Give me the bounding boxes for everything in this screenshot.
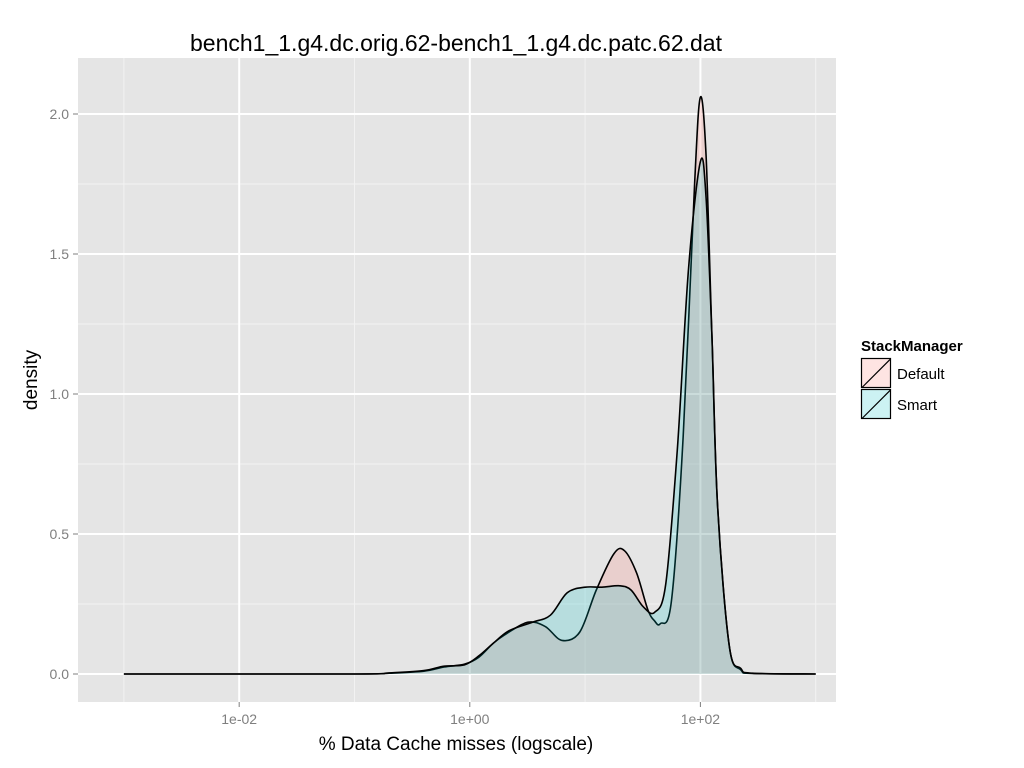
plot-panel — [78, 58, 836, 702]
y-tick-label: 1.5 — [50, 246, 70, 262]
x-tick-label: 1e-02 — [221, 711, 257, 727]
x-axis-title: % Data Cache misses (logscale) — [319, 734, 594, 755]
y-axis-title: density — [21, 349, 42, 410]
y-tick-label: 1.0 — [50, 386, 70, 402]
x-tick-label: 1e+00 — [450, 711, 490, 727]
chart-title: bench1_1.g4.dc.orig.62-bench1_1.g4.dc.pa… — [190, 30, 723, 56]
legend-label-default: Default — [897, 366, 945, 383]
legend-title: StackManager — [861, 338, 963, 355]
x-tick-label: 1e+02 — [681, 711, 721, 727]
x-axis-ticks: 1e-02 1e+00 1e+02 — [221, 702, 720, 727]
legend-key-diagonal — [861, 358, 891, 388]
minor-gridlines — [78, 58, 836, 702]
y-tick-label: 0.5 — [50, 526, 70, 542]
y-tick-label: 0.0 — [50, 666, 70, 682]
legend-key-diagonal — [861, 389, 891, 419]
y-axis-ticks: 0.0 0.5 1.0 1.5 2.0 — [50, 106, 78, 682]
legend-label-smart: Smart — [897, 397, 938, 414]
density-areas — [123, 95, 816, 675]
legend: StackManager Default Smart — [860, 338, 963, 420]
density-line-smart — [123, 157, 816, 675]
y-tick-label: 2.0 — [50, 106, 70, 122]
